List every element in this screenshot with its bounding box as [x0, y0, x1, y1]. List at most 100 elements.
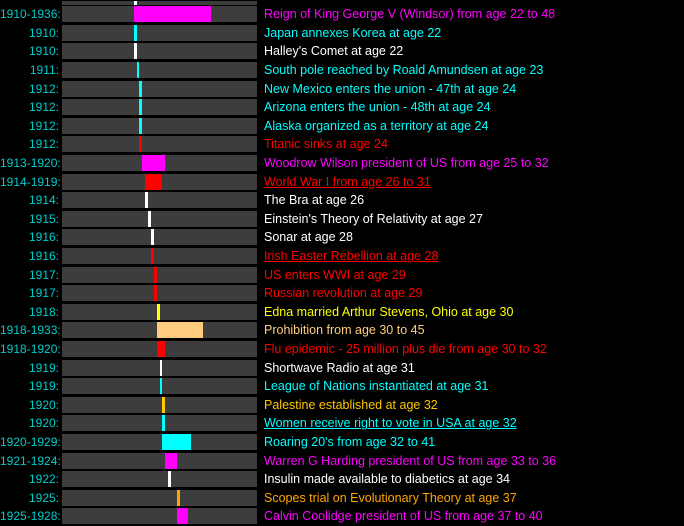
event-marker[interactable] — [162, 415, 166, 432]
event-text[interactable]: Prohibition from age 30 to 45 — [264, 323, 425, 338]
event-text[interactable]: Alaska organized as a territory at age 2… — [264, 118, 489, 133]
event-marker[interactable] — [156, 340, 166, 357]
event-marker[interactable] — [168, 471, 172, 488]
year-label: 1912: — [28, 81, 59, 96]
timeline-track — [62, 452, 257, 469]
timeline-track — [62, 62, 257, 79]
event-text[interactable]: League of Nations instantiated at age 31 — [264, 379, 489, 394]
event-text[interactable]: Halley's Comet at age 22 — [264, 44, 404, 59]
event-text[interactable]: Woodrow Wilson president of US from age … — [264, 156, 549, 171]
event-marker[interactable] — [139, 136, 143, 153]
timeline-row[interactable]: 1913-1920: Woodrow Wilson president of U… — [0, 154, 684, 173]
timeline-row[interactable]: 1920: Palestine established at age 32 — [0, 395, 684, 414]
year-label: 1911: — [29, 63, 59, 78]
event-marker[interactable] — [159, 359, 163, 376]
timeline-row[interactable]: 1920-1929: Roaring 20's from age 32 to 4… — [0, 433, 684, 452]
timeline-row[interactable]: 1921-1924: Warren G Harding president of… — [0, 451, 684, 470]
event-marker[interactable] — [139, 80, 143, 97]
timeline-row[interactable]: 1914: The Bra at age 26 — [0, 191, 684, 210]
timeline-row[interactable]: 1910-1936: Reign of King George V (Winds… — [0, 5, 684, 24]
year-label: 1920: — [28, 416, 59, 431]
event-marker[interactable] — [153, 285, 157, 302]
event-marker[interactable] — [145, 173, 163, 190]
timeline-row[interactable]: 1918-1920: Flu epidemic - 25 million plu… — [0, 340, 684, 359]
event-text[interactable]: Women receive right to vote in USA at ag… — [264, 416, 517, 431]
event-text[interactable]: Titanic sinks at age 24 — [264, 137, 388, 152]
event-text[interactable]: The Bra at age 26 — [264, 193, 365, 208]
event-text[interactable]: Einstein's Theory of Relativity at age 2… — [264, 211, 483, 226]
timeline-row[interactable]: 1915: Einstein's Theory of Relativity at… — [0, 210, 684, 229]
timeline-row[interactable]: 1919: League of Nations instantiated at … — [0, 377, 684, 396]
event-marker[interactable] — [133, 6, 212, 23]
timeline-track — [62, 43, 257, 60]
timeline-row[interactable]: 1914-1919: World War I from age 26 to 31 — [0, 172, 684, 191]
event-text[interactable]: New Mexico enters the union - 47th at ag… — [264, 81, 517, 96]
timeline-row[interactable]: 1925-1928: Calvin Coolidge president of … — [0, 507, 684, 526]
event-text[interactable]: Insulin made available to diabetics at a… — [264, 472, 510, 487]
event-text[interactable]: Calvin Coolidge president of US from age… — [264, 509, 543, 524]
event-text[interactable]: World War I from age 26 to 31 — [264, 174, 431, 189]
event-text[interactable]: Flu epidemic - 25 million plus die from … — [264, 341, 547, 356]
event-marker[interactable] — [156, 322, 203, 339]
timeline-row[interactable]: 1916: Sonar at age 28 — [0, 228, 684, 247]
timeline-row[interactable]: 1922: Insulin made available to diabetic… — [0, 470, 684, 489]
event-marker[interactable] — [133, 43, 137, 60]
event-marker[interactable] — [145, 192, 149, 209]
timeline-row[interactable]: 1916: Irish Easter Rebellion at age 28 — [0, 247, 684, 266]
timeline-track — [62, 322, 257, 339]
year-label: 1925: — [28, 490, 59, 505]
year-label: 1912: — [28, 100, 59, 115]
event-marker[interactable] — [176, 508, 189, 525]
event-text[interactable]: Irish Easter Rebellion at age 28 — [264, 249, 439, 264]
timeline-row[interactable]: 1912: Arizona enters the union - 48th at… — [0, 98, 684, 117]
event-marker[interactable] — [153, 266, 157, 283]
event-marker[interactable] — [162, 433, 192, 450]
event-text[interactable]: South pole reached by Roald Amundsen at … — [264, 63, 544, 78]
timeline-row[interactable]: 1910: Halley's Comet at age 22 — [0, 42, 684, 61]
event-marker[interactable] — [165, 452, 177, 469]
event-text[interactable]: Reign of King George V (Windsor) from ag… — [264, 7, 556, 22]
event-text[interactable]: Edna married Arthur Stevens, Ohio at age… — [264, 304, 514, 319]
event-text[interactable]: Sonar at age 28 — [264, 230, 353, 245]
timeline-row[interactable]: 1911: South pole reached by Roald Amunds… — [0, 61, 684, 80]
event-marker[interactable] — [150, 248, 154, 265]
event-text[interactable]: Warren G Harding president of US from ag… — [264, 453, 557, 468]
event-marker[interactable] — [139, 99, 143, 116]
timeline-row[interactable]: 1912: Alaska organized as a territory at… — [0, 117, 684, 136]
event-text[interactable]: Scopes trial on Evolutionary Theory at a… — [264, 490, 517, 505]
event-marker[interactable] — [133, 1, 137, 5]
timeline-track — [62, 471, 257, 488]
event-text[interactable]: Japan annexes Korea at age 22 — [264, 25, 442, 40]
event-marker[interactable] — [133, 24, 137, 41]
timeline-row[interactable]: 1920: Women receive right to vote in USA… — [0, 414, 684, 433]
timeline-track — [62, 6, 257, 23]
event-text[interactable]: Arizona enters the union - 48th at age 2… — [264, 100, 491, 115]
timeline-row[interactable]: 1912: Titanic sinks at age 24 — [0, 135, 684, 154]
timeline-row[interactable]: 1917: Russian revolution at age 29 — [0, 284, 684, 303]
year-label: 1914: — [28, 193, 59, 208]
event-marker[interactable] — [176, 489, 180, 506]
event-marker[interactable] — [139, 117, 143, 134]
timeline-row[interactable]: 1918: Edna married Arthur Stevens, Ohio … — [0, 303, 684, 322]
event-marker[interactable] — [150, 229, 154, 246]
timeline-row[interactable]: 1925: Scopes trial on Evolutionary Theor… — [0, 488, 684, 507]
timeline-row[interactable] — [0, 0, 684, 5]
event-marker[interactable] — [156, 303, 160, 320]
event-text[interactable]: Roaring 20's from age 32 to 41 — [264, 434, 436, 449]
event-marker[interactable] — [159, 378, 163, 395]
year-label: 1920-1929: — [0, 434, 61, 449]
timeline-row[interactable]: 1910: Japan annexes Korea at age 22 — [0, 24, 684, 43]
event-marker[interactable] — [148, 210, 151, 227]
event-text[interactable]: Palestine established at age 32 — [264, 397, 438, 412]
event-marker[interactable] — [142, 155, 166, 172]
timeline-row[interactable]: 1918-1933: Prohibition from age 30 to 45 — [0, 321, 684, 340]
year-label: 1912: — [28, 137, 59, 152]
event-marker[interactable] — [162, 396, 166, 413]
timeline-row[interactable]: 1912: New Mexico enters the union - 47th… — [0, 79, 684, 98]
timeline-row[interactable]: 1917: US enters WWI at age 29 — [0, 265, 684, 284]
timeline-row[interactable]: 1919: Shortwave Radio at age 31 — [0, 358, 684, 377]
event-marker[interactable] — [136, 62, 140, 79]
event-text[interactable]: Russian revolution at age 29 — [264, 286, 423, 301]
event-text[interactable]: Shortwave Radio at age 31 — [264, 360, 415, 375]
event-text[interactable]: US enters WWI at age 29 — [264, 267, 406, 282]
